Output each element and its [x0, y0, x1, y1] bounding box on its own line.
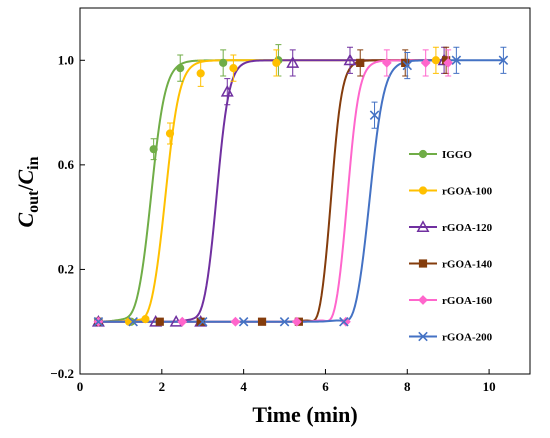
- point-5-7: [402, 60, 413, 71]
- y-tick-label-3: 1.0: [58, 52, 74, 67]
- point-1-7: [431, 56, 441, 65]
- x-tick-label-2: 4: [240, 379, 247, 394]
- point-5-3: [238, 316, 249, 327]
- axis-ticks: 0 2 4 6 8 10 −0.2 0.2 0.6 1.0: [50, 52, 495, 394]
- point-5-5: [339, 316, 349, 327]
- point-4-2: [230, 316, 241, 327]
- point-5-4: [279, 316, 290, 327]
- point-4-7: [443, 57, 454, 68]
- point-5-2: [197, 316, 208, 327]
- legend-label-0: IGGO: [442, 149, 472, 161]
- fit-curve-1: [98, 59, 436, 323]
- legend-label-3: rGOA-140: [442, 259, 493, 271]
- y-axis-title-c-out: C: [13, 213, 38, 228]
- legend-label-5: rGOA-200: [442, 332, 493, 344]
- point-5-1: [128, 316, 138, 327]
- point-1-6: [272, 58, 281, 68]
- x-tick-label-3: 6: [322, 379, 329, 394]
- point-2-5: [286, 56, 300, 68]
- legend: IGGO rGOA-100 rGOA-120 rGOA-140 rGOA-160 rGOA…: [409, 149, 493, 344]
- error-bar-2-5: [289, 49, 296, 77]
- point-5-6: [369, 110, 380, 120]
- legend-marker-5: [418, 331, 428, 342]
- point-5-0: [93, 316, 104, 327]
- y-axis-title-sub-in: in: [25, 156, 42, 169]
- data-markers: [91, 44, 509, 327]
- y-axis-title-sub-out: out: [25, 190, 42, 213]
- y-axis-title-slash: /: [13, 184, 38, 192]
- legend-marker-3: [418, 259, 428, 268]
- point-2-4: [220, 84, 234, 97]
- point-4-3: [291, 316, 302, 327]
- point-3-5: [356, 58, 365, 67]
- plot-frame: [79, 7, 531, 375]
- x-tick-label-1: 2: [159, 379, 166, 394]
- x-tick-label-4: 8: [404, 379, 411, 394]
- legend-label-4: rGOA-160: [442, 295, 493, 307]
- point-0-4: [219, 58, 228, 68]
- fit-curve-3: [98, 59, 447, 323]
- point-3-1: [155, 317, 164, 326]
- point-1-2: [141, 315, 150, 324]
- y-axis-title-c-in: C: [13, 169, 38, 184]
- error-bar-2-4: [224, 78, 231, 106]
- y-tick-label-1: 0.2: [58, 261, 74, 276]
- point-4-6: [420, 57, 431, 68]
- point-1-5: [229, 64, 238, 73]
- error-bar-2-6: [347, 46, 353, 74]
- fit-curve-2: [98, 59, 445, 323]
- point-1-3: [165, 129, 175, 138]
- point-4-5: [381, 57, 392, 68]
- y-axis-title: Cout/Cin: [13, 156, 42, 227]
- y-tick-label-0: −0.2: [50, 366, 74, 381]
- point-3-3: [257, 317, 267, 326]
- x-tick-label-0: 0: [77, 379, 84, 394]
- point-0-2: [149, 145, 158, 154]
- x-axis-title: Time (min): [252, 402, 357, 427]
- legend-marker-2: [416, 220, 430, 232]
- point-4-1: [177, 316, 188, 327]
- legend-label-1: rGOA-100: [442, 186, 493, 198]
- fit-curve-0: [98, 59, 279, 323]
- point-5-8: [451, 55, 462, 66]
- point-0-3: [176, 64, 185, 73]
- point-1-4: [196, 69, 205, 78]
- point-3-2: [196, 317, 205, 326]
- legend-marker-0: [418, 149, 428, 159]
- point-2-6: [343, 53, 357, 66]
- point-5-9: [498, 55, 509, 66]
- legend-marker-4: [418, 295, 428, 305]
- x-tick-label-5: 10: [483, 379, 496, 394]
- legend-marker-1: [418, 186, 428, 195]
- legend-label-2: rGOA-120: [442, 222, 493, 234]
- y-tick-label-2: 0.6: [58, 157, 75, 172]
